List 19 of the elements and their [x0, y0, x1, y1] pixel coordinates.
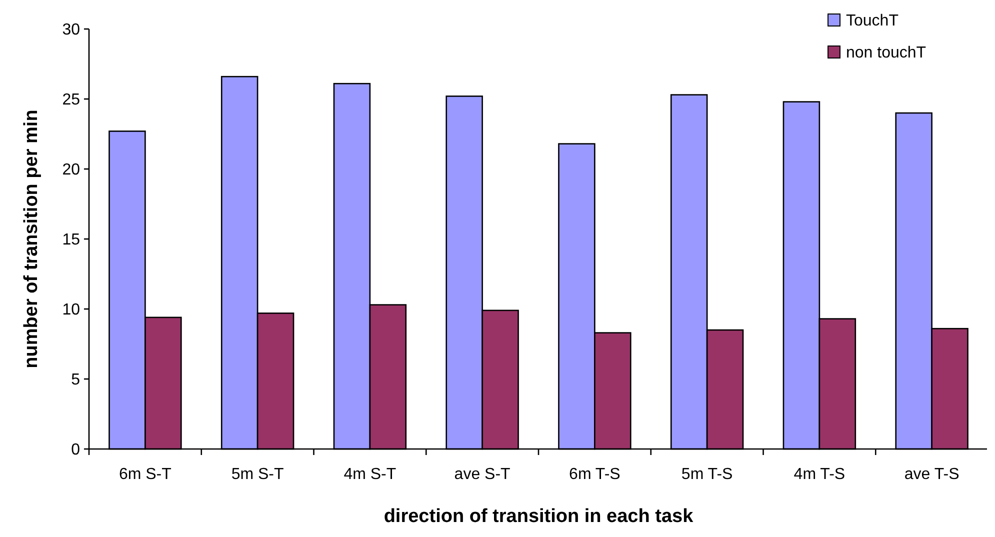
- y-tick-label: 15: [62, 232, 80, 249]
- x-tick-label: ave T-S: [904, 466, 960, 483]
- y-tick-label: 30: [62, 22, 80, 39]
- x-tick-label: 6m T-S: [569, 466, 620, 483]
- x-tick-label: 6m S-T: [118, 466, 172, 483]
- y-tick-label: 20: [62, 162, 80, 179]
- legend-label: TouchT: [846, 12, 899, 30]
- y-tick-label: 10: [62, 302, 80, 319]
- x-tick-label: 5m T-S: [681, 466, 733, 483]
- y-tick-label: 5: [71, 372, 80, 389]
- y-tick-label: 25: [62, 92, 80, 109]
- x-tick-label: ave S-T: [454, 466, 511, 483]
- legend-label: non touchT: [846, 44, 926, 62]
- x-tick-label: 4m T-S: [794, 466, 846, 483]
- x-tick-label: 4m S-T: [344, 466, 396, 483]
- x-tick-label: 5m S-T: [231, 466, 284, 483]
- y-tick-label: 0: [71, 442, 80, 459]
- x-axis-title: direction of transition in each task: [384, 506, 694, 527]
- y-axis-title: number of transition per min: [21, 110, 42, 368]
